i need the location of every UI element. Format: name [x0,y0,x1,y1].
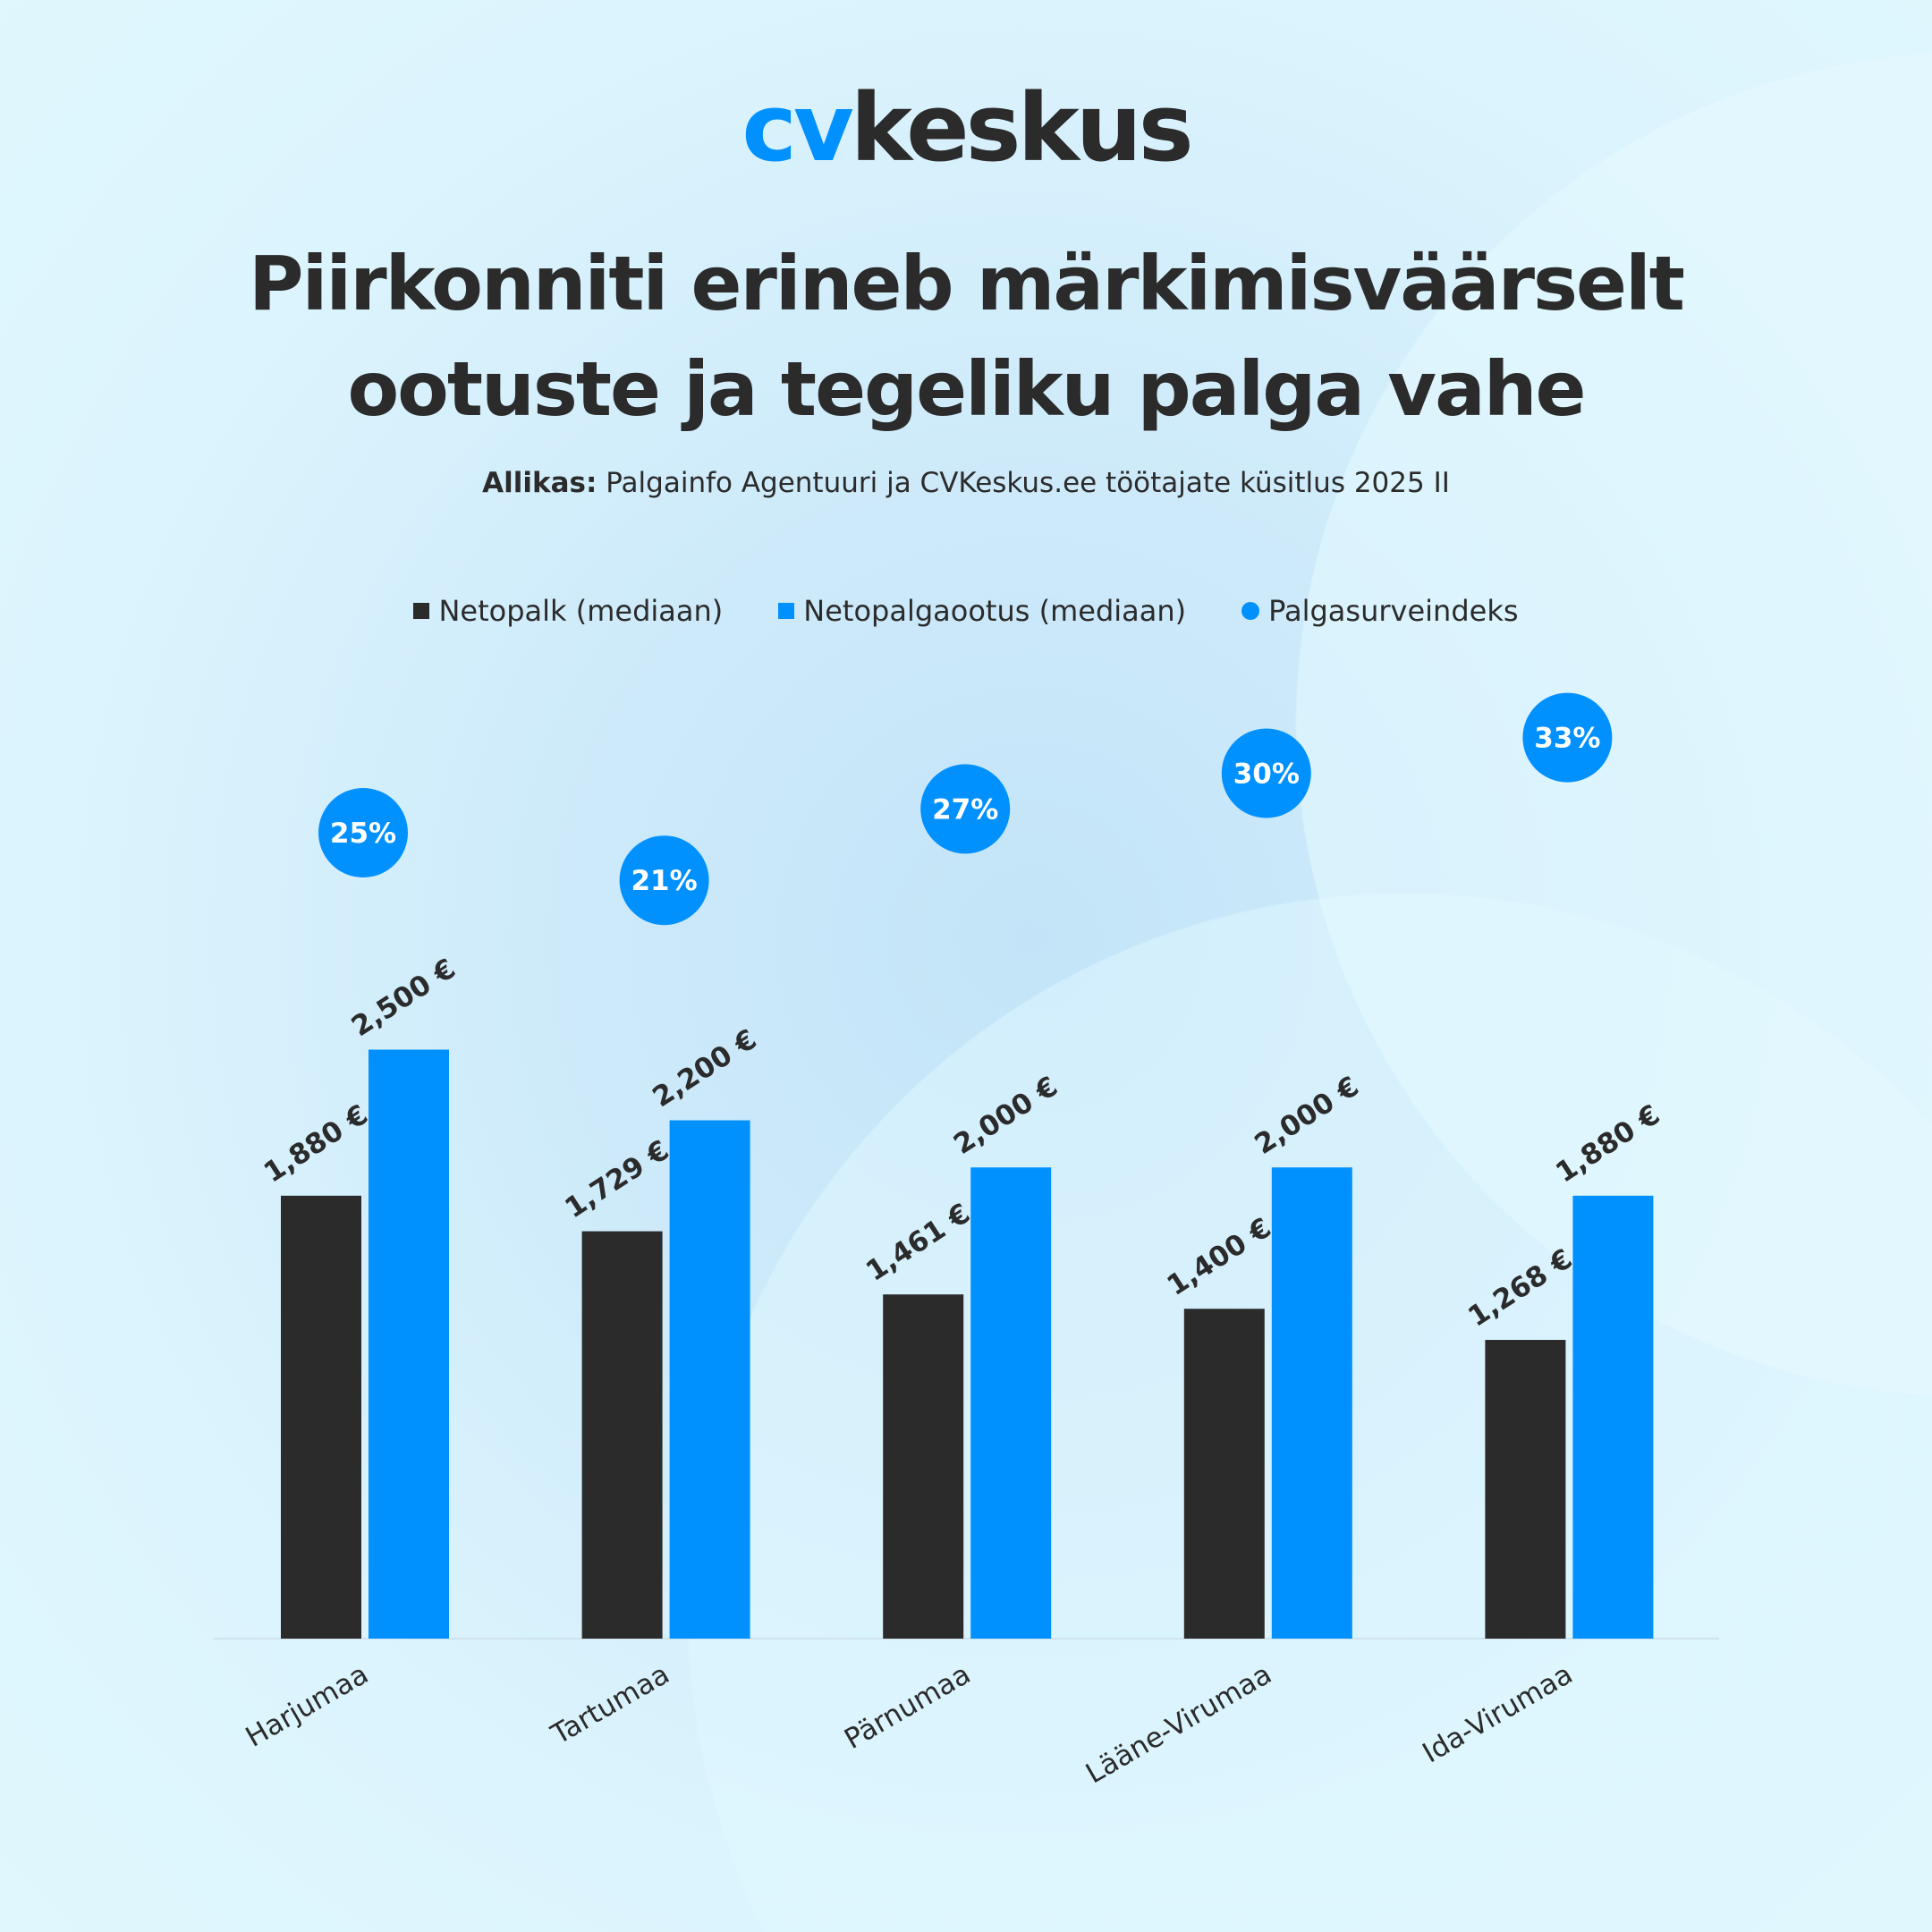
title-line-1: Piirkonniti erineb märkimisväärselt [249,240,1685,327]
bar-netopalgaootus [369,1049,449,1639]
palgasurveindeks-bubble [619,835,709,926]
bar-netopalgaootus [970,1167,1052,1639]
data-label: 1,461 € [860,1198,976,1288]
source-note: Allikas: Palgainfo Agentuuri ja CVKeskus… [482,467,1450,499]
page-title: Piirkonniti erineb märkimisväärselt ootu… [0,231,1932,442]
palgasurveindeks-label: 27% [932,793,998,826]
palgasurveindeks-bubble [318,788,408,877]
palgasurveindeks-label: 33% [1534,723,1600,755]
data-label: 1,268 € [1462,1242,1578,1333]
data-label: 1,880 € [258,1098,374,1189]
data-label: 1,729 € [559,1134,674,1224]
palgasurveindeks-bubble [920,764,1011,854]
data-label: 2,000 € [948,1071,1063,1161]
palgasurveindeks-bubble [1522,692,1613,783]
square-marker-icon [778,603,795,619]
palgasurveindeks-label: 25% [330,818,396,850]
category-label: Tartumaa [546,1658,675,1751]
bar-netopalk [1485,1340,1566,1639]
cvkeskus-logo: cvkeskus [741,73,1193,182]
bar-netopalgaootus [1271,1167,1352,1639]
data-label: 1,880 € [1550,1098,1665,1189]
legend-item-ootus: Netopalgaootus (mediaan) [778,594,1186,628]
bar-netopalk [581,1231,663,1639]
bar-netopalgaootus [1572,1195,1654,1639]
data-label: 2,000 € [1250,1071,1365,1161]
category-label: Harjumaa [241,1658,374,1754]
category-label: Lääne-Virumaa [1080,1658,1277,1791]
bar-netopalk [281,1195,361,1639]
palgasurveindeks-bubble [1221,728,1311,818]
title-line-2: ootuste ja tegeliku palga vahe [347,345,1586,433]
category-label: Ida-Virumaa [1418,1658,1579,1770]
category-label: Pärnumaa [839,1658,976,1756]
circle-marker-icon [1241,602,1260,620]
palgasurveindeks-label: 21% [631,865,697,897]
palgasurveindeks-label: 30% [1233,758,1300,791]
data-label: 1,400 € [1162,1212,1277,1302]
legend-item-index: Palgasurveindeks [1241,594,1519,628]
legend: Netopalk (mediaan) Netopalgaootus (media… [0,594,1932,628]
legend-item-netopalk: Netopalk (mediaan) [413,594,723,628]
data-label: 2,500 € [346,953,462,1043]
square-marker-icon [413,603,430,619]
bar-netopalk [1183,1309,1265,1639]
bar-netopalgaootus [669,1120,750,1639]
data-label: 2,200 € [647,1023,762,1114]
bar-netopalk [883,1294,964,1639]
